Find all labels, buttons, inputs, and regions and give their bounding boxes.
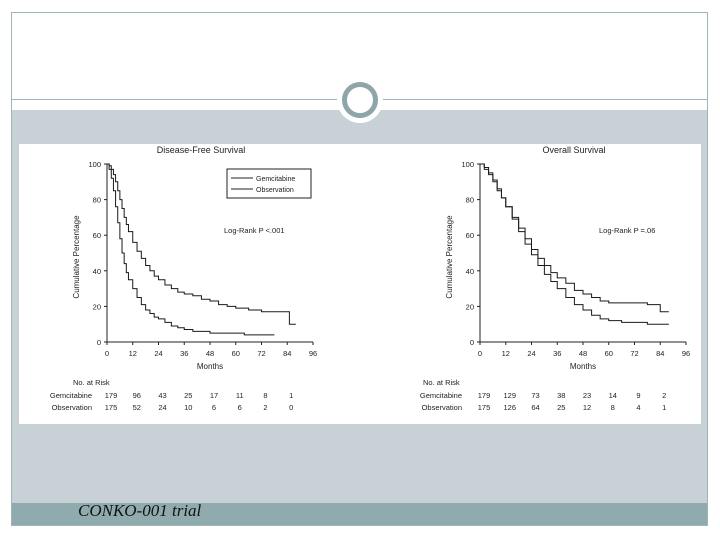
chart1-risk-value: 24 [158,403,166,412]
chart2-y-tick-label: 20 [466,302,474,311]
chart1-series-gemcitabine [107,163,296,325]
chart1-x-tick-label: 72 [257,349,265,358]
chart2-risk-value: 64 [531,403,539,412]
chart2-series-observation [480,163,669,325]
chart1-risk-value: 179 [105,391,118,400]
chart1-legend-box [226,168,312,199]
chart1-y-tick-label: 80 [93,196,101,205]
chart1-risk-row-label: Observation [52,403,92,412]
chart2-risk-value: 175 [478,403,491,412]
chart2-y-tick-label: 0 [470,338,474,347]
chart1-x-tick-label: 84 [283,349,291,358]
chart2-y-tick-label: 40 [466,267,474,276]
chart2-risk-value: 1 [662,403,666,412]
chart1-x-tick-label: 48 [206,349,214,358]
chart1-y-tick-label: 40 [93,267,101,276]
chart2-risk-value: 179 [478,391,491,400]
chart2-risk-value: 129 [503,391,516,400]
chart1-y-tick-label: 0 [97,338,101,347]
chart2-risk-value: 9 [636,391,640,400]
chart1-x-tick-label: 60 [232,349,240,358]
footer-band [12,503,707,525]
chart1-y-tick-label: 100 [88,160,101,169]
chart2-x-tick-label: 48 [579,349,587,358]
chart1-x-tick-label: 96 [309,349,317,358]
chart2-risk-row-label: Observation [422,403,462,412]
chart1-risk-value: 11 [236,391,244,400]
chart1-risk-value: 52 [133,403,141,412]
chart1-x-tick-label: 0 [105,349,109,358]
chart2-y-axis-label: Cumulative Percentage [445,215,454,299]
chart1-risk-value: 25 [184,391,192,400]
chart1-y-axis-label: Cumulative Percentage [72,215,81,299]
chart2-risk-value: 8 [611,403,615,412]
chart1-x-tick-label: 12 [129,349,137,358]
chart2-x-tick-label: 24 [527,349,535,358]
chart1-y-tick-label: 60 [93,231,101,240]
chart2-x-tick-label: 96 [682,349,690,358]
chart2-x-tick-label: 36 [553,349,561,358]
chart2-log-rank-annotation: Log-Rank P =.06 [599,226,655,235]
chart2-risk-table-title: No. at Risk [423,378,460,387]
chart2-x-tick-label: 84 [656,349,664,358]
chart1-title: Disease-Free Survival [157,145,246,155]
chart1-legend-label: Observation [256,187,294,194]
chart1-log-rank-annotation: Log-Rank P <.001 [224,226,285,235]
chart1-risk-value: 10 [184,403,192,412]
chart1-legend-label: Gemcitabine [256,176,295,183]
chart2-risk-value: 73 [531,391,539,400]
chart2-y-tick-label: 60 [466,231,474,240]
survival-figure-panel: Disease-Free Survival 0 20 40 60 80 100 0 12 24 36… [19,144,701,424]
chart2-series-gemcitabine [480,163,669,313]
chart1-y-tick-label: 20 [93,302,101,311]
chart1-x-axis-label: Months [197,362,223,371]
chart2-title: Overall Survival [542,145,605,155]
chart2-x-tick-label: 72 [630,349,638,358]
chart1-risk-value: 2 [263,403,267,412]
chart1-x-tick-label: 36 [180,349,188,358]
chart2-x-tick-label: 12 [502,349,510,358]
chart1-risk-value: 0 [289,403,293,412]
slide-frame [11,12,708,526]
chart1-series-observation [107,163,275,336]
chart2-y-tick-label: 80 [466,196,474,205]
chart1-x-tick-label: 24 [154,349,162,358]
chart1-risk-value: 96 [133,391,141,400]
chart1-risk-value: 8 [263,391,267,400]
chart1-risk-value: 6 [238,403,242,412]
chart2-x-axis-label: Months [570,362,596,371]
chart1-risk-value: 1 [289,391,293,400]
chart1-risk-row-label: Gemcitabine [50,391,92,400]
chart1-risk-value: 17 [210,391,218,400]
chart2-y-tick-label: 100 [461,160,474,169]
chart2-risk-value: 25 [557,403,565,412]
slide-caption: CONKO-001 trial [78,501,202,520]
chart1-risk-table-title: No. at Risk [73,378,110,387]
chart2-risk-value: 14 [609,391,617,400]
chart2-risk-value: 12 [583,403,591,412]
chart1-risk-value: 6 [212,403,216,412]
chart2-x-tick-label: 60 [605,349,613,358]
chart2-risk-value: 126 [503,403,516,412]
chart1-risk-value: 175 [105,403,118,412]
chart2-x-tick-label: 0 [478,349,482,358]
chart2-risk-value: 4 [636,403,640,412]
chart2-risk-value: 2 [662,391,666,400]
chart2-risk-value: 23 [583,391,591,400]
circle-ornament-icon [342,82,378,118]
chart2-risk-row-label: Gemcitabine [420,391,462,400]
chart1-risk-value: 43 [158,391,166,400]
chart2-risk-value: 38 [557,391,565,400]
